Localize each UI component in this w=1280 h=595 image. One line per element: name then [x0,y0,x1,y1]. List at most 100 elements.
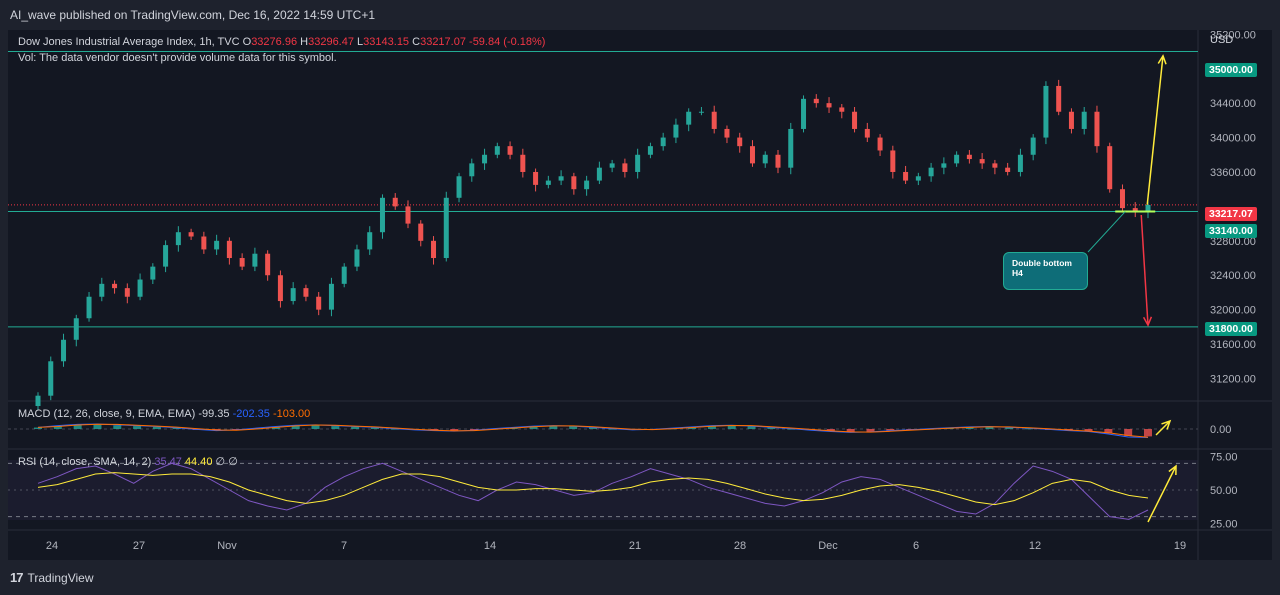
rsi-arrow-shaft [1147,465,1177,523]
chart-frame[interactable]: 35200.0034800.0034400.0034000.0033600.00… [8,30,1272,560]
macd-histogram-bar [1084,429,1093,432]
candle-body [252,253,258,267]
candle-body [520,154,526,172]
currency-label[interactable]: USD [1210,34,1234,46]
candle-body [431,240,437,259]
candle-body [1094,111,1100,147]
macd-signal-line [37,423,1149,438]
rsi-legend[interactable]: RSI (14, close, SMA, 14, 2) 35.47 44.40 … [18,455,238,468]
macd-histogram-bar [846,429,855,432]
macd-histogram-bar [886,429,895,431]
macd-histogram-bar [707,426,716,429]
symbol-legend[interactable]: Dow Jones Industrial Average Index, 1h, … [18,36,545,48]
candle-body [545,180,551,185]
macd-histogram-bar [529,426,538,429]
candle-body [112,283,118,289]
candle-body [979,159,985,164]
chart-canvas[interactable]: 35200.0034800.0034400.0034000.0033600.00… [8,30,1272,560]
macd-histogram-bar [291,425,300,429]
change-value: -59.84 (-0.18%) [469,36,546,48]
double-bottom-callout[interactable]: Double bottom H4 [1003,252,1088,290]
candle-body [1119,189,1125,209]
candle-body [175,232,181,246]
candle-body [698,111,704,113]
candle-body [367,232,373,250]
candle-body [226,240,232,259]
candle-body [469,163,475,177]
symbol-name[interactable]: Dow Jones Industrial Average Index, 1h, … [18,36,240,48]
rsi-extra-1: ∅ [215,456,226,468]
macd-histogram-bar [589,427,597,429]
rsi-arrow-head [1168,464,1177,476]
candle-body [813,98,819,104]
open-label: O [242,36,252,48]
macd-histogram-bar [965,427,974,429]
low-label: L [357,36,364,48]
candle-body [379,197,385,233]
candle-body [609,163,615,168]
macd-line-value: -202.35 [232,408,270,420]
candle-body [673,124,679,138]
macd-histogram-bar [688,427,697,429]
macd-histogram-bar [747,426,756,429]
time-tick-label: 21 [629,540,641,552]
tradingview-logo[interactable]: 17 TradingView [10,570,94,585]
macd-histogram-bar [430,429,439,431]
time-tick-label: Dec [818,540,838,552]
price-tag-lower: 31800.00 [1205,322,1257,336]
rsi-extra-2: ∅ [228,456,238,468]
candle-body [737,137,743,147]
bullish-arrow-head [1157,54,1167,65]
candle-body [558,176,564,181]
callout-pointer [1087,211,1126,253]
candle-body [966,154,972,160]
open-value: 33276.96 [251,36,298,48]
rsi-tick-label: 25.00 [1210,518,1238,530]
candle-body [137,279,143,297]
candle-body [507,146,513,155]
rsi-tick-label: 75.00 [1210,452,1238,464]
price-tick-label: 31200.00 [1210,373,1256,385]
candle-body [214,240,220,250]
macd-histogram-bar [390,428,399,430]
candle-body [73,318,79,340]
candle-body [35,395,41,407]
close-label: C [412,36,421,48]
macd-histogram-bar [172,427,181,429]
candle-body [163,245,169,267]
price-tag-support: 33140.00 [1205,224,1257,238]
price-tick-label: 31600.00 [1210,339,1256,351]
macd-histogram-bar [1025,428,1034,430]
candle-body [99,283,105,297]
candle-body [316,296,322,310]
candle-body [890,150,896,172]
candle-body [188,232,194,237]
candle-body [328,283,334,310]
candle-body [1056,85,1062,112]
macd-histogram-bar [549,426,558,429]
time-tick-label: 14 [484,540,496,552]
macd-histogram-bar [73,424,82,429]
macd-histogram-bar [34,427,42,429]
rsi-title[interactable]: RSI (14, close, SMA, 14, 2) [18,456,152,468]
macd-signal-value: -103.00 [272,408,311,420]
macd-legend[interactable]: MACD (12, 26, close, 9, EMA, EMA) -99.35… [18,408,310,420]
candle-body [1005,167,1011,172]
candle-body [277,275,283,302]
macd-histogram-bar [787,428,796,430]
candle-body [61,339,67,362]
macd-histogram-bar [93,424,102,429]
candle-body [762,154,768,164]
candle-body [354,249,360,267]
macd-tick-label: 0.00 [1210,424,1231,436]
macd-title[interactable]: MACD (12, 26, close, 9, EMA, EMA) [18,408,196,420]
macd-histogram-bar [370,427,379,429]
macd-histogram-bar [450,429,459,431]
candle-body [239,258,245,267]
low-value: 33143.15 [363,36,410,48]
price-tick-label: 33600.00 [1210,167,1256,179]
candle-body [1107,146,1113,190]
price-tick-label: 35200.00 [1210,30,1256,41]
rsi-ma-line [37,472,1149,506]
close-value: 33217.07 [420,36,466,48]
